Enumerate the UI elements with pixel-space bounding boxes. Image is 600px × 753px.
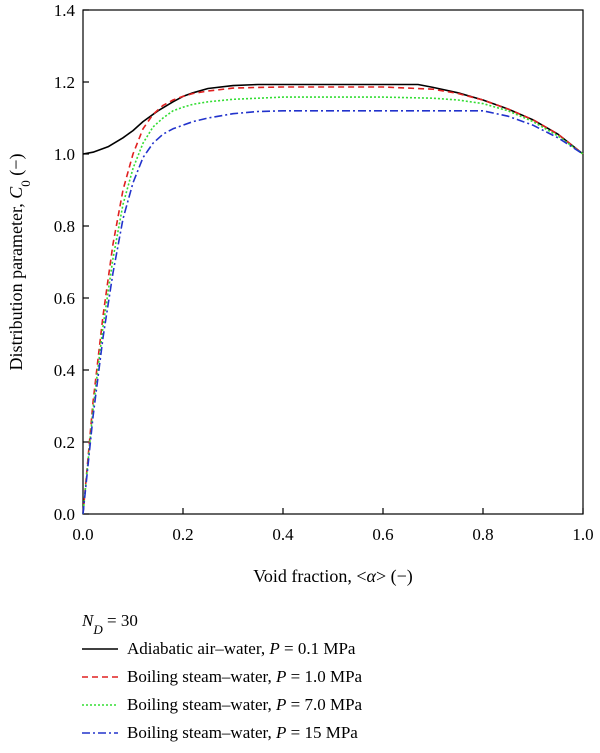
x-tick-label: 0.2 (172, 525, 193, 544)
series-line-2 (82, 96, 584, 515)
x-tick-label: 1.0 (572, 525, 593, 544)
y-tick-label: 0.0 (54, 505, 75, 524)
legend-label-2: Boiling steam–water, P = 7.0 MPa (127, 695, 363, 714)
x-tick-label: 0.0 (72, 525, 93, 544)
y-tick-label: 1.2 (54, 73, 75, 92)
legend-label-3: Boiling steam–water, P = 15 MPa (127, 723, 358, 742)
y-tick-label: 0.6 (54, 289, 75, 308)
x-axis-title: Void fraction, <α> (−) (253, 566, 413, 587)
y-axis-ticks: 0.0 0.2 0.4 0.6 0.8 1.0 1.2 1.4 (54, 1, 89, 524)
legend-label-1: Boiling steam–water, P = 1.0 MPa (127, 667, 363, 686)
y-tick-label: 1.0 (54, 145, 75, 164)
series-lines (82, 83, 584, 515)
x-axis-ticks: 0.0 0.2 0.4 0.6 0.8 1.0 (72, 508, 594, 544)
x-tick-label: 0.8 (472, 525, 493, 544)
legend: ND = 30 Adiabatic air–water, P = 0.1 MPa… (81, 611, 363, 742)
legend-header: ND = 30 (81, 611, 138, 637)
y-tick-label: 1.4 (54, 1, 76, 20)
y-tick-label: 0.4 (54, 361, 76, 380)
y-tick-label: 0.8 (54, 217, 75, 236)
y-axis-title: Distribution parameter, C0 (−) (6, 154, 33, 371)
series-line-0 (82, 83, 584, 155)
x-tick-label: 0.6 (372, 525, 393, 544)
x-tick-label: 0.4 (272, 525, 294, 544)
plot-frame (82, 9, 584, 515)
series-line-1 (82, 86, 584, 515)
series-line-3 (82, 110, 584, 515)
y-tick-label: 0.2 (54, 433, 75, 452)
legend-label-0: Adiabatic air–water, P = 0.1 MPa (127, 639, 356, 658)
